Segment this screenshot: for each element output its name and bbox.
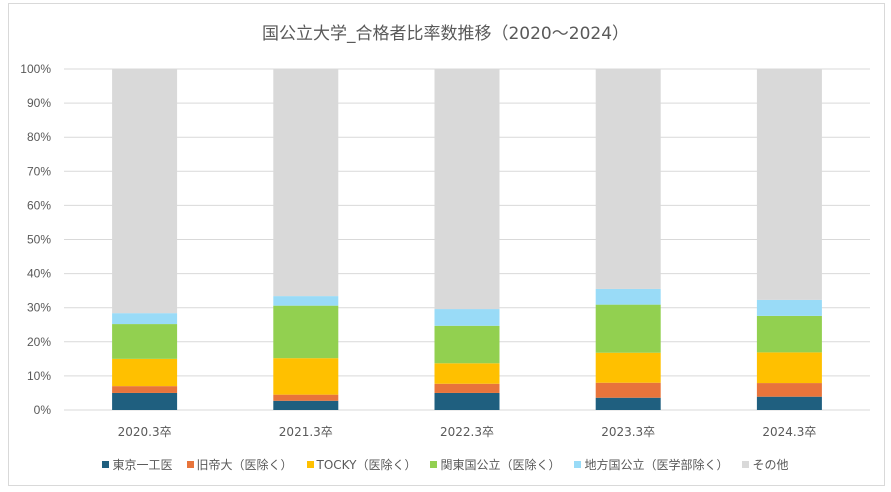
y-tick-label: 50% [27, 233, 51, 247]
bar-segment [273, 400, 339, 410]
y-tick-label: 70% [27, 164, 51, 178]
x-tick-label: 2021.3卒 [279, 425, 333, 439]
bar-segment [273, 69, 339, 297]
bar-segment [273, 394, 339, 401]
legend-swatch [102, 461, 110, 468]
legend-swatch [742, 461, 750, 468]
x-tick-label: 2023.3卒 [601, 425, 655, 439]
chart-title: 国公立大学_合格者比率数推移（2020～2024） [261, 24, 630, 44]
x-tick-label: 2020.3卒 [118, 425, 172, 439]
legend-item: 旧帝大（医除く） [186, 456, 293, 473]
legend-swatch [430, 461, 438, 468]
bar-segment [756, 396, 822, 410]
bar-segment [756, 383, 822, 397]
bar-segment [595, 304, 661, 353]
bar-segment [273, 305, 339, 359]
y-tick-label: 20% [27, 335, 51, 349]
x-tick-label: 2022.3卒 [440, 425, 494, 439]
legend-item: 地方国公立（医学部除く） [574, 456, 728, 473]
y-tick-label: 0% [34, 403, 52, 417]
legend-swatch [186, 461, 194, 468]
legend-item: 東京一工医 [102, 456, 173, 473]
bar-segment [434, 392, 500, 410]
bar-segment [756, 69, 822, 300]
y-tick-label: 30% [27, 301, 51, 315]
bar-segment [434, 363, 500, 384]
y-tick-label: 60% [27, 198, 51, 212]
bar-segment [434, 309, 500, 326]
bar-segment [756, 299, 822, 316]
legend-label: 地方国公立（医学部除く） [584, 458, 729, 472]
legend-label: 関東国公立（医除く） [440, 458, 561, 472]
bar-segment [112, 69, 178, 314]
legend-label: その他 [752, 458, 789, 472]
bar-segment [273, 358, 339, 395]
bar-segment [434, 69, 500, 310]
legend-item: 関東国公立（医除く） [430, 456, 560, 473]
bar-segment [595, 288, 661, 305]
bar-segment [595, 352, 661, 383]
x-tick-label: 2024.3卒 [762, 425, 816, 439]
bar-segment [112, 358, 178, 387]
legend-swatch [574, 461, 582, 468]
y-tick-label: 100% [20, 62, 51, 76]
bar-segment [595, 69, 661, 289]
bar-segment [756, 352, 822, 384]
bar-segment [434, 383, 500, 393]
y-tick-label: 40% [27, 267, 51, 281]
bar-segment [112, 392, 178, 410]
legend-label: 旧帝大（医除く） [196, 458, 293, 472]
legend-item: TOCKY（医除く） [306, 456, 417, 473]
bar-segment [595, 382, 661, 398]
legend-label: TOCKY（医除く） [316, 458, 417, 472]
bar-segment [434, 325, 500, 364]
y-tick-label: 80% [27, 130, 51, 144]
legend-item: その他 [742, 456, 789, 473]
bar-segment [112, 386, 178, 393]
chart-legend: 東京一工医 旧帝大（医除く） TOCKY（医除く） 関東国公立（医除く） 地方国公立（医… [0, 456, 891, 473]
y-tick-label: 10% [27, 369, 51, 383]
legend-label: 東京一工医 [112, 458, 173, 472]
bar-segment [595, 397, 661, 410]
bar-segment [756, 315, 822, 353]
y-tick-label: 90% [27, 96, 51, 110]
bar-segment [112, 313, 178, 325]
bar-segment [273, 296, 339, 306]
legend-swatch [306, 461, 314, 468]
bar-segment [112, 324, 178, 359]
